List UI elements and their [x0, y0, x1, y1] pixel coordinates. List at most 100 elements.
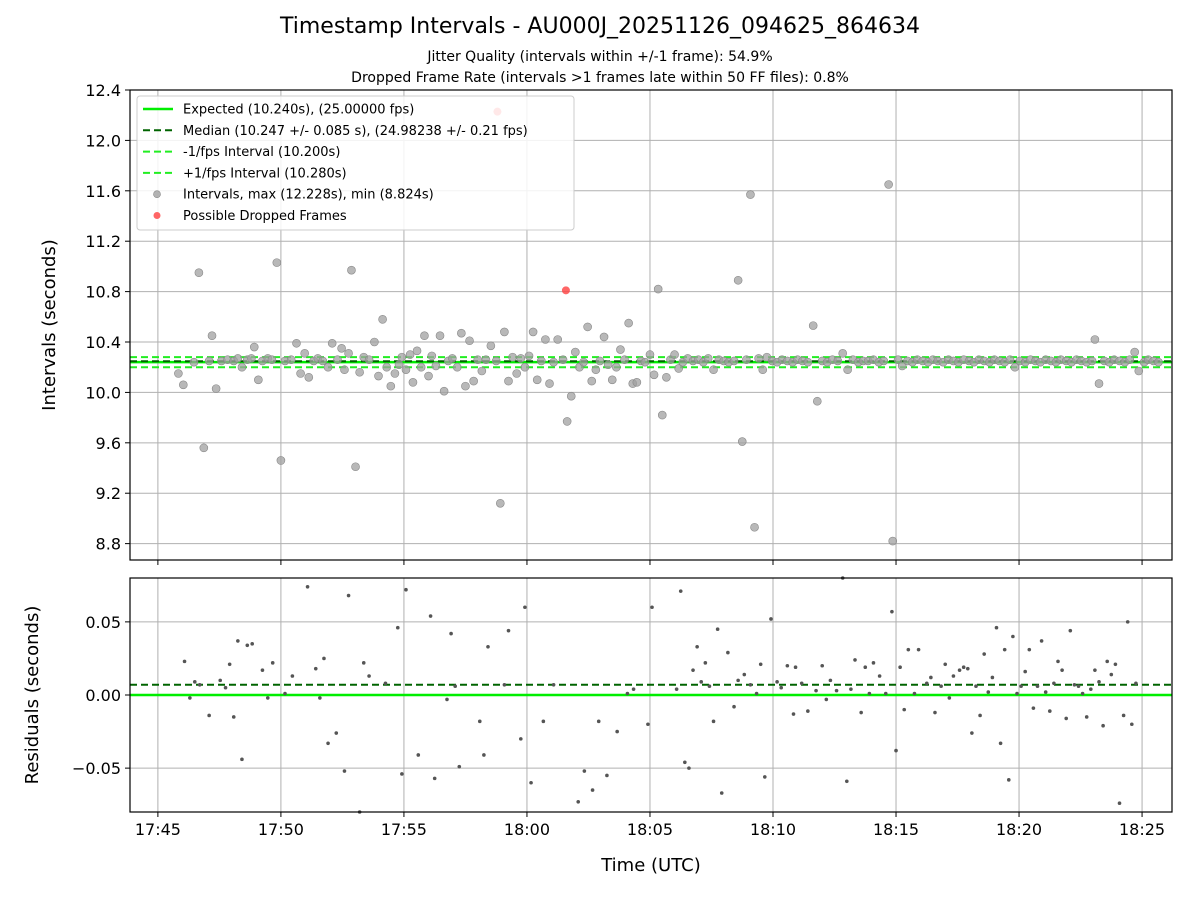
residual-point — [793, 665, 798, 670]
interval-point — [516, 354, 526, 363]
residual-point — [477, 719, 482, 724]
residual-point — [449, 631, 453, 636]
residual-point — [986, 690, 991, 694]
residual-point — [1105, 659, 1110, 664]
interval-point — [607, 375, 617, 385]
residual-point — [482, 753, 486, 757]
interval-point — [237, 362, 247, 372]
residual-point — [1064, 716, 1069, 721]
interval-point — [812, 396, 822, 406]
interval-point — [495, 498, 505, 508]
interval-point — [579, 357, 588, 367]
residual-point — [1121, 713, 1126, 718]
top-y-tick-label: 10.8 — [85, 283, 121, 302]
legend-entry: -1/fps Interval (10.200s) — [183, 145, 340, 160]
interval-point — [653, 284, 663, 294]
interval-point — [729, 356, 739, 366]
interval-point — [558, 355, 568, 364]
interval-point — [233, 354, 243, 363]
residual-point — [791, 712, 796, 716]
interval-point — [323, 362, 333, 372]
residual-point — [182, 659, 187, 664]
interval-point — [803, 357, 813, 367]
residual-point — [824, 697, 829, 702]
residual-point — [1031, 706, 1036, 710]
interval-point — [649, 370, 659, 380]
legend-dot-swatch — [153, 190, 161, 198]
interval-point — [204, 356, 214, 366]
interval-point — [461, 381, 470, 391]
interval-point — [416, 362, 426, 372]
residual-point — [912, 691, 917, 696]
interval-point — [300, 349, 309, 358]
residual-point — [1056, 659, 1060, 664]
residual-point — [486, 644, 490, 649]
interval-point — [1094, 379, 1104, 388]
residual-point — [590, 788, 595, 792]
residual-point — [416, 753, 421, 757]
residual-point — [250, 642, 255, 646]
residual-point — [902, 707, 907, 712]
interval-point — [599, 332, 609, 342]
x-tick-label: 17:50 — [258, 820, 304, 839]
residual-point — [428, 614, 433, 618]
residual-point — [775, 680, 779, 684]
residual-point — [646, 722, 650, 727]
interval-points — [174, 107, 1163, 546]
interval-point — [486, 341, 496, 351]
interval-point — [174, 369, 183, 378]
residual-point — [978, 713, 982, 718]
residual-point — [1113, 662, 1118, 667]
residual-point — [853, 658, 857, 662]
top-y-tick-label: 12.4 — [85, 81, 121, 100]
interval-point — [833, 356, 843, 366]
bottom-plot-frame — [129, 577, 1173, 813]
residual-point — [859, 710, 863, 715]
interval-point — [612, 362, 621, 372]
interval-point — [286, 355, 296, 364]
residual-point — [695, 644, 699, 649]
dropped-frame-point — [561, 286, 570, 295]
interval-point — [888, 536, 898, 546]
residual-point — [615, 729, 619, 734]
top-y-tick-label: 11.2 — [85, 232, 121, 251]
residual-point — [502, 682, 507, 687]
interval-point — [469, 376, 478, 386]
interval-point — [351, 462, 360, 472]
residual-point — [898, 665, 902, 670]
interval-point — [657, 410, 667, 420]
interval-point — [1010, 362, 1020, 372]
top-y-tick-label: 8.8 — [96, 535, 121, 554]
residual-point — [1023, 669, 1027, 674]
interval-point — [879, 356, 889, 366]
residual-point — [318, 696, 322, 700]
residual-point — [342, 769, 347, 773]
interval-point — [378, 315, 387, 324]
residual-point — [1101, 723, 1105, 728]
residual-point — [970, 731, 974, 735]
interval-point — [491, 356, 501, 366]
top-y-tick-label: 9.2 — [96, 484, 121, 503]
residual-point — [192, 680, 197, 684]
residual-point — [404, 587, 408, 592]
residual-point — [605, 773, 609, 778]
interval-point — [838, 349, 848, 358]
interval-point — [431, 361, 441, 371]
residual-point — [947, 696, 952, 700]
residual-point — [814, 688, 818, 693]
residual-point — [998, 741, 1003, 746]
residual-point — [260, 668, 265, 672]
interval-point — [520, 362, 530, 372]
interval-point — [390, 369, 400, 378]
residual-point — [1084, 715, 1089, 719]
interval-point — [207, 331, 217, 341]
interval-point — [1154, 357, 1163, 367]
legend-entry: Intervals, max (12.228s), min (8.824s) — [183, 188, 434, 203]
residual-point — [1039, 639, 1044, 643]
residual-point — [916, 647, 921, 652]
interval-point — [541, 335, 550, 344]
interval-point — [603, 360, 613, 369]
interval-point — [355, 367, 364, 377]
residual-point — [678, 589, 683, 593]
residual-point — [1043, 690, 1048, 694]
